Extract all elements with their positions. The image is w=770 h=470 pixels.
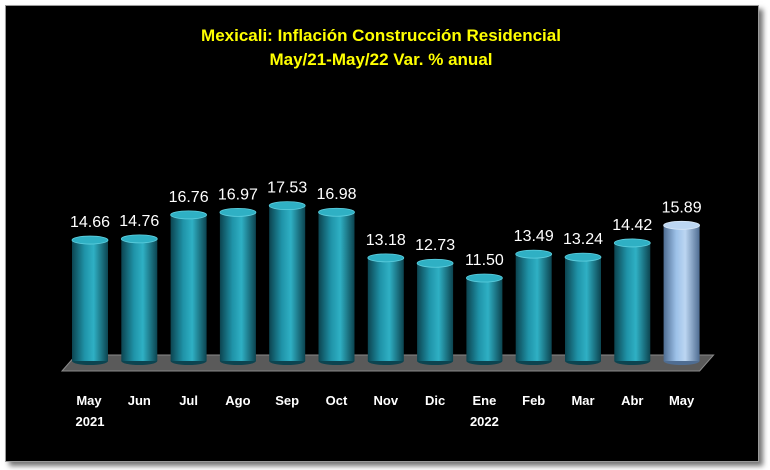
bar [367,253,405,365]
tick-label: Ago [225,393,250,408]
tick-label-year: 2022 [470,414,499,429]
tick-label: Sep [275,393,299,408]
tick-label: Mar [571,393,594,408]
tick-label: May [76,393,102,408]
bar [318,207,355,365]
bar-body [367,257,404,361]
bar-body [121,238,158,361]
bar-body [663,225,700,361]
bar-body [318,212,355,361]
bar-top [564,252,602,262]
chart-subtitle: May/21-May/22 Var. % anual [269,50,493,69]
bar-body [170,214,207,361]
bar-body [72,240,108,361]
chart-frame [5,5,759,462]
bar-body [466,278,503,361]
data-label: 14.42 [612,217,652,234]
bar-body [269,205,306,361]
bar-top [318,207,355,217]
tick-label: Abr [621,393,643,408]
tick-label: Nov [374,393,399,408]
bar [120,234,158,365]
chart-title-block: Mexicali: Inflación Construcción Residen… [5,24,757,72]
bar [564,252,602,365]
data-label: 17.53 [267,180,307,197]
bar-top [71,235,109,245]
chart-title: Mexicali: Inflación Construcción Residen… [201,26,561,45]
bar-body [565,257,601,361]
tick-label: Dic [425,393,445,408]
tick-label: Oct [326,393,348,408]
bar-body [515,254,552,361]
bar-top [219,207,257,217]
data-label: 16.97 [218,186,258,203]
tick-label: Ene [472,393,496,408]
data-label: 16.98 [316,186,356,203]
bar-top [465,273,503,283]
bar-top [367,253,405,263]
tick-label: May [669,393,695,408]
bar [663,220,700,365]
bar-top [170,210,208,220]
data-label: 12.73 [415,237,455,254]
data-label: 14.76 [119,213,159,230]
bar [219,207,257,365]
tick-label-year: 2021 [76,414,105,429]
bar-body [614,242,651,361]
bar [71,235,109,365]
data-label: 13.49 [514,228,554,245]
bar [465,273,503,365]
bar [170,210,208,365]
bar-body [417,263,454,361]
bar-top [416,258,454,268]
bar [268,201,306,365]
tick-label: Jun [128,393,151,408]
bar-top [515,249,553,259]
data-label: 14.66 [70,214,110,231]
bar-top [120,234,158,244]
data-label: 11.50 [465,252,504,269]
bar-top [268,201,306,211]
data-label: 13.18 [366,232,406,249]
tick-label: Feb [522,393,545,408]
bar-top [663,220,700,230]
bar [613,238,651,365]
data-label: 15.89 [662,199,702,216]
bar [416,258,454,365]
bar-top [613,238,651,248]
data-label: 16.76 [169,189,209,206]
bar-body [219,212,256,361]
data-label: 13.24 [563,231,603,248]
bar [515,249,553,365]
tick-label: Jul [179,393,198,408]
